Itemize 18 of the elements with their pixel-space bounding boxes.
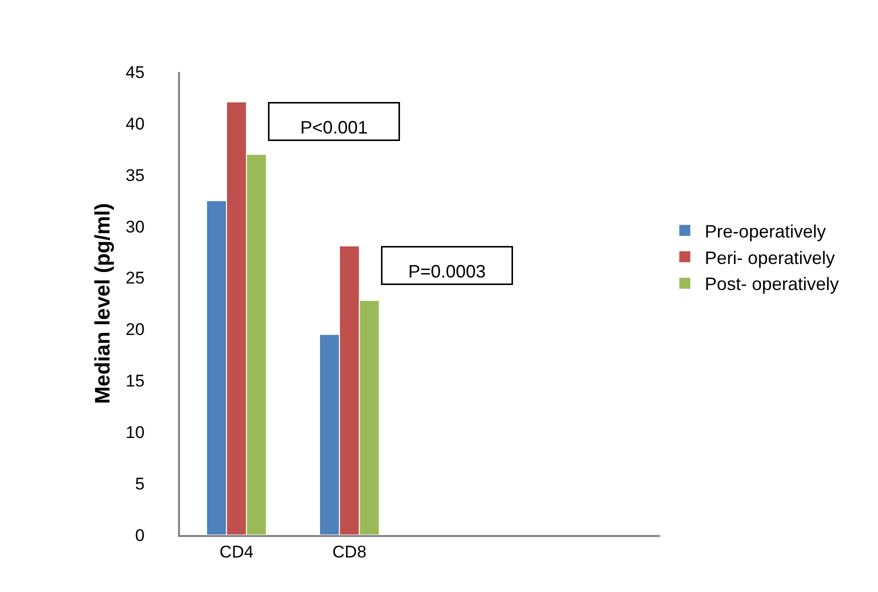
y-axis-title: Median level (pg/ml) bbox=[91, 203, 114, 404]
y-tick-label: 25 bbox=[126, 268, 145, 288]
legend-label: Post- operatively bbox=[704, 274, 839, 294]
y-tick-label: 20 bbox=[126, 320, 145, 340]
annotation: P<0.001 bbox=[300, 118, 368, 138]
y-tick-label: 15 bbox=[126, 372, 145, 391]
y-tick-label: 30 bbox=[126, 217, 145, 236]
legend-label: Peri- operatively bbox=[704, 248, 835, 268]
y-tick-label: 40 bbox=[126, 114, 145, 134]
y-tick-label: 5 bbox=[135, 474, 145, 494]
annotation: P=0.0003 bbox=[408, 262, 486, 282]
y-tick-label: 35 bbox=[126, 166, 145, 185]
y-tick-label: 45 bbox=[126, 62, 145, 82]
x-tick-label: CD8 bbox=[332, 542, 366, 562]
x-tick-label: CD4 bbox=[219, 542, 254, 562]
y-tick-label: 10 bbox=[126, 423, 145, 442]
y-tick-label: 0 bbox=[135, 526, 145, 545]
legend-label: Pre-operatively bbox=[704, 221, 826, 242]
